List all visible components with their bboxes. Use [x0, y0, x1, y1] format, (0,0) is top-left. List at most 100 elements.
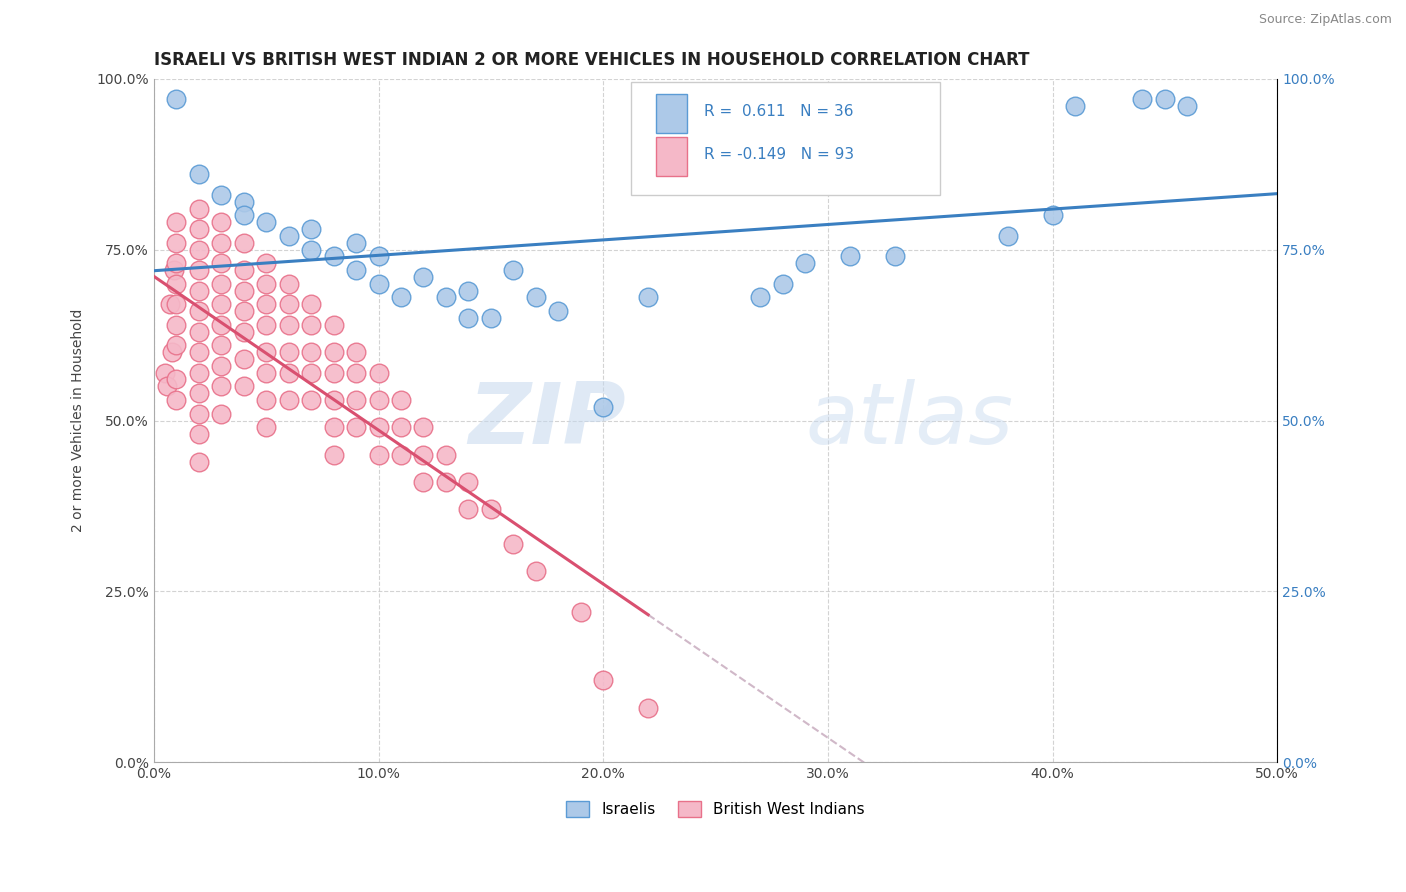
Point	[209, 318, 232, 332]
Point	[457, 310, 479, 325]
Point	[344, 263, 367, 277]
Point	[277, 345, 299, 359]
Point	[322, 249, 344, 263]
Point	[209, 277, 232, 291]
Point	[367, 448, 389, 462]
Point	[232, 194, 254, 209]
Bar	[657, 136, 688, 177]
Point	[187, 386, 209, 401]
Point	[187, 167, 209, 181]
Point	[209, 187, 232, 202]
Point	[389, 290, 412, 304]
Point	[160, 345, 183, 359]
Point	[592, 400, 614, 414]
Point	[299, 297, 322, 311]
Point	[209, 407, 232, 421]
Point	[412, 448, 434, 462]
Point	[232, 235, 254, 250]
Point	[794, 256, 817, 270]
Point	[232, 208, 254, 222]
Point	[254, 366, 277, 380]
Point	[187, 366, 209, 380]
Point	[434, 290, 457, 304]
Point	[277, 366, 299, 380]
Point	[232, 379, 254, 393]
Point	[153, 366, 176, 380]
Point	[457, 475, 479, 489]
Point	[389, 392, 412, 407]
Point	[569, 605, 592, 619]
Point	[322, 420, 344, 434]
Point	[344, 235, 367, 250]
Point	[502, 536, 524, 550]
Point	[254, 215, 277, 229]
Point	[277, 392, 299, 407]
Bar	[657, 94, 688, 133]
Point	[637, 290, 659, 304]
Point	[165, 318, 187, 332]
Point	[232, 325, 254, 339]
Text: ISRAELI VS BRITISH WEST INDIAN 2 OR MORE VEHICLES IN HOUSEHOLD CORRELATION CHART: ISRAELI VS BRITISH WEST INDIAN 2 OR MORE…	[153, 51, 1029, 69]
Point	[1042, 208, 1064, 222]
Point	[277, 277, 299, 291]
Point	[165, 297, 187, 311]
Point	[412, 475, 434, 489]
Point	[209, 215, 232, 229]
Point	[187, 407, 209, 421]
Point	[457, 502, 479, 516]
Point	[165, 338, 187, 352]
Point	[749, 290, 772, 304]
Point	[322, 366, 344, 380]
Text: R = -0.149   N = 93: R = -0.149 N = 93	[704, 147, 855, 162]
Point	[592, 673, 614, 688]
Point	[187, 304, 209, 318]
FancyBboxPatch shape	[631, 82, 941, 194]
Point	[165, 277, 187, 291]
Point	[1154, 92, 1177, 106]
Point	[772, 277, 794, 291]
Point	[165, 235, 187, 250]
Point	[187, 284, 209, 298]
Point	[322, 392, 344, 407]
Point	[254, 277, 277, 291]
Point	[524, 564, 547, 578]
Point	[254, 297, 277, 311]
Point	[165, 92, 187, 106]
Text: R =  0.611   N = 36: R = 0.611 N = 36	[704, 104, 853, 119]
Point	[1177, 99, 1199, 113]
Point	[277, 228, 299, 243]
Point	[165, 392, 187, 407]
Point	[367, 392, 389, 407]
Text: atlas: atlas	[806, 379, 1014, 462]
Legend: Israelis, British West Indians: Israelis, British West Indians	[560, 795, 872, 823]
Point	[209, 338, 232, 352]
Point	[322, 345, 344, 359]
Point	[637, 700, 659, 714]
Point	[344, 366, 367, 380]
Point	[412, 420, 434, 434]
Point	[187, 243, 209, 257]
Point	[322, 318, 344, 332]
Point	[367, 277, 389, 291]
Point	[187, 202, 209, 216]
Point	[299, 392, 322, 407]
Point	[479, 502, 502, 516]
Point	[277, 318, 299, 332]
Point	[1132, 92, 1154, 106]
Point	[299, 345, 322, 359]
Point	[367, 366, 389, 380]
Point	[165, 372, 187, 386]
Y-axis label: 2 or more Vehicles in Household: 2 or more Vehicles in Household	[72, 309, 86, 533]
Point	[479, 310, 502, 325]
Point	[524, 290, 547, 304]
Point	[187, 222, 209, 236]
Point	[502, 263, 524, 277]
Point	[299, 243, 322, 257]
Point	[299, 222, 322, 236]
Point	[299, 366, 322, 380]
Point	[187, 325, 209, 339]
Point	[156, 379, 179, 393]
Point	[367, 420, 389, 434]
Point	[232, 263, 254, 277]
Point	[209, 297, 232, 311]
